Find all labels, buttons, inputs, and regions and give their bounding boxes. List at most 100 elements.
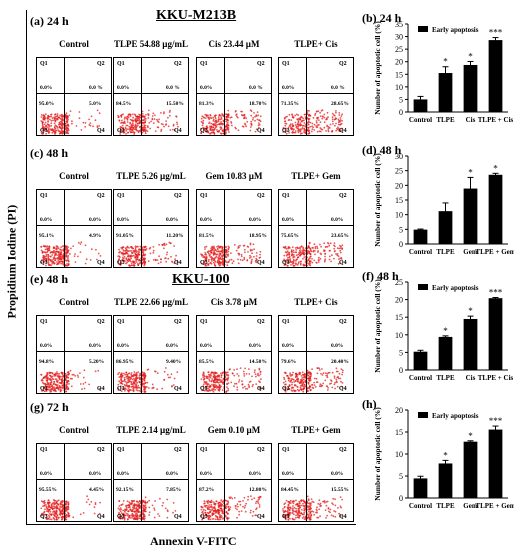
flow-column-header: TLPE+ Gem <box>291 425 341 435</box>
event-dot <box>136 381 139 384</box>
event-dot <box>285 499 288 502</box>
event-dot <box>326 245 329 248</box>
event-dot <box>47 382 50 385</box>
event-dot <box>241 383 244 385</box>
event-dot <box>340 129 342 132</box>
event-dot <box>65 501 68 504</box>
event-dot <box>339 117 342 119</box>
event-dot <box>43 256 46 259</box>
event-dot <box>171 385 173 388</box>
event-dot <box>295 260 297 262</box>
quadrant-percent-q2: 0.0% <box>331 217 344 223</box>
event-dot <box>339 257 342 260</box>
event-dot <box>43 504 46 506</box>
quadrant-percent-q1: 0.0% <box>117 471 130 477</box>
event-dot <box>330 379 332 382</box>
event-dot <box>293 254 295 256</box>
event-dot <box>298 252 301 255</box>
gate-horizontal <box>37 479 111 481</box>
event-dot <box>253 112 255 114</box>
event-dot <box>131 500 134 502</box>
event-dot <box>294 131 297 134</box>
event-dot <box>308 505 311 508</box>
event-dot <box>130 125 133 128</box>
quadrant-percent-q1: 0.0% <box>200 85 213 91</box>
event-dot <box>65 380 68 383</box>
event-dot <box>134 245 137 248</box>
event-dot <box>54 383 57 386</box>
event-dot <box>227 124 229 127</box>
event-dot <box>67 257 69 260</box>
event-dot <box>208 252 210 255</box>
event-dot <box>319 502 322 505</box>
event-dot <box>161 504 164 507</box>
event-dot <box>50 115 53 118</box>
event-dot <box>50 376 53 379</box>
gate-vertical <box>305 316 307 393</box>
event-dot <box>138 119 141 122</box>
event-dot <box>315 126 318 129</box>
event-dot <box>205 375 208 378</box>
event-dot <box>288 501 291 504</box>
event-dot <box>66 124 69 127</box>
event-dot <box>154 258 157 261</box>
event-dot <box>57 129 60 131</box>
event-dot <box>204 246 206 248</box>
event-dot <box>207 390 210 392</box>
event-dot <box>126 381 128 384</box>
event-dot <box>49 374 51 377</box>
event-dot <box>124 250 127 252</box>
event-dot <box>283 378 286 380</box>
event-dot <box>332 123 334 125</box>
event-dot <box>46 510 48 513</box>
event-dot <box>339 247 342 249</box>
event-dot <box>67 373 70 375</box>
event-dot <box>314 386 317 388</box>
event-dot <box>56 514 59 517</box>
quadrant-percent-q3: 84.5% <box>116 101 132 107</box>
event-dot <box>129 118 132 121</box>
event-dot <box>340 258 343 260</box>
event-dot <box>118 248 120 251</box>
event-dot <box>257 114 260 117</box>
event-dot <box>327 387 329 389</box>
quadrant-percent-q2: 0.0% <box>331 471 344 477</box>
flow-panel-label: (c) 48 h <box>30 146 68 160</box>
event-dot <box>216 129 218 131</box>
event-dot <box>126 261 128 264</box>
event-dot <box>49 388 51 391</box>
event-dot <box>74 253 76 255</box>
event-dot <box>56 261 58 263</box>
event-dot <box>136 387 138 390</box>
event-dot <box>40 114 43 116</box>
event-dot <box>118 119 121 122</box>
event-dot <box>286 251 288 254</box>
event-dot <box>47 385 49 388</box>
event-dot <box>128 264 131 267</box>
event-dot <box>124 387 126 390</box>
quadrant-percent-q1: 0.0% <box>40 471 53 477</box>
event-dot <box>306 251 309 254</box>
event-dot <box>282 509 285 512</box>
event-dot <box>61 119 63 122</box>
event-dot <box>163 112 165 115</box>
significance-marker: * <box>443 57 448 67</box>
event-dot <box>339 262 342 265</box>
event-dot <box>316 245 318 248</box>
event-dot <box>161 387 164 390</box>
event-dot <box>241 110 243 113</box>
event-dot <box>90 500 93 503</box>
event-dot <box>309 507 311 509</box>
event-dot <box>291 383 293 386</box>
event-dot <box>216 386 219 389</box>
event-dot <box>135 261 138 263</box>
quadrant-label: Q1 <box>117 319 125 325</box>
event-dot <box>238 252 241 255</box>
event-dot <box>212 513 214 515</box>
event-dot <box>341 373 343 376</box>
event-dot <box>249 509 252 512</box>
event-dot <box>149 127 152 130</box>
quadrant-percent-q3: 91.05% <box>116 233 134 239</box>
event-dot <box>169 109 171 112</box>
event-dot <box>246 259 249 262</box>
